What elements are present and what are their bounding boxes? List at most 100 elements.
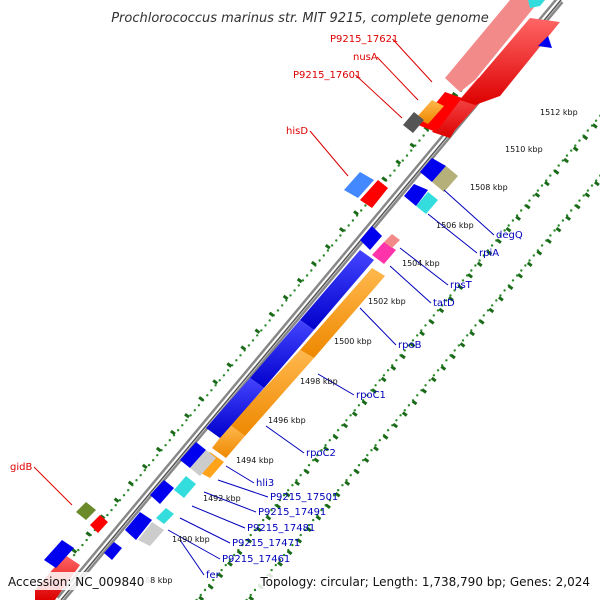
gene-rpoC1-blue[interactable] xyxy=(250,320,314,388)
gc-dot xyxy=(411,339,415,342)
gene-p9215-17501-blue[interactable] xyxy=(150,480,174,504)
gene-upper-right-cyan[interactable] xyxy=(528,0,545,8)
tick-dash xyxy=(296,538,303,544)
gene-label-tatd[interactable]: tatD xyxy=(433,298,455,309)
gene-p9215-17481-blue[interactable] xyxy=(125,512,152,540)
gene-label-rpst[interactable]: rpsT xyxy=(450,280,473,291)
gc-dot xyxy=(81,543,84,547)
tick-dash xyxy=(497,296,504,302)
gc-dot xyxy=(197,404,201,407)
gene-fer-blue[interactable] xyxy=(104,542,122,560)
gene-label-p9215-17471[interactable]: P9215_17471 xyxy=(232,538,300,549)
tick-dash xyxy=(467,273,474,279)
gene-upper-right-blue[interactable] xyxy=(538,36,552,48)
tick-dash xyxy=(447,296,454,302)
gene-label-degq[interactable]: degQ xyxy=(496,230,523,241)
tick-label: 1508 kbp xyxy=(470,183,508,192)
gc-dot xyxy=(152,459,155,462)
gc-dot xyxy=(578,139,581,142)
forward-cds-track xyxy=(35,0,560,600)
gene-magenta-tatD[interactable] xyxy=(372,242,396,264)
gene-label-p9215-17491[interactable]: P9215_17491 xyxy=(258,507,326,518)
tick-dash xyxy=(409,342,416,348)
leader-line xyxy=(179,517,231,544)
gc-dot xyxy=(578,199,581,202)
gc-dot xyxy=(366,454,369,457)
tick-dash xyxy=(373,446,379,452)
gene-gidB-bar[interactable] xyxy=(90,515,108,533)
tick-dash xyxy=(459,342,466,348)
gene-rpoB-blue[interactable] xyxy=(300,250,374,330)
gc-dot xyxy=(282,494,286,497)
gene-label-p9215-17501[interactable]: P9215_17501 xyxy=(270,492,338,503)
tick-dash xyxy=(574,203,581,210)
gene-hisD-blue-bar[interactable] xyxy=(344,172,374,198)
gene-cyan-rpiA[interactable] xyxy=(416,192,438,214)
gene-label-p9215-17621[interactable]: P9215_17621 xyxy=(330,34,398,45)
gene-forward-upper-bar[interactable] xyxy=(460,18,560,105)
gene-gray-p9215-17601[interactable] xyxy=(403,112,424,133)
gene-cyan-p9215-17491[interactable] xyxy=(174,476,196,498)
gc-dot xyxy=(511,279,515,282)
gene-p9215-17621-bar[interactable] xyxy=(445,0,540,92)
tick-dash xyxy=(268,311,275,317)
gene-dark-green-gidB[interactable] xyxy=(76,502,96,520)
tick-dash xyxy=(286,549,293,556)
tick-dash xyxy=(507,284,514,290)
gc-dot xyxy=(337,489,340,492)
tick-dash xyxy=(486,250,493,256)
gene-lower-blue[interactable] xyxy=(44,540,74,568)
gene-rpoC2-bar[interactable] xyxy=(212,425,245,458)
gc-dot xyxy=(594,119,598,122)
gene-pink-rpsT[interactable] xyxy=(384,234,400,248)
gene-label-hisd[interactable]: hisD xyxy=(286,126,308,137)
gene-label-p9215-17461[interactable]: P9215_17461 xyxy=(222,554,290,565)
gene-label-rpia[interactable]: rpiA xyxy=(479,248,499,259)
gene-label-nusa[interactable]: nusA xyxy=(353,52,378,63)
gc-dot xyxy=(490,244,494,247)
gene-hli3-blue[interactable] xyxy=(180,442,206,468)
gene-degQ-bar[interactable] xyxy=(420,158,446,182)
leader-line xyxy=(399,247,449,286)
tick-dash xyxy=(351,411,358,417)
gc-dot xyxy=(441,304,444,307)
gc-dot xyxy=(228,558,232,562)
leader-line xyxy=(389,265,432,304)
gc-dot xyxy=(307,464,311,467)
gene-label-rpoc1[interactable]: rpoC1 xyxy=(356,390,386,401)
gene-label-rpob[interactable]: rpoB xyxy=(398,340,422,351)
gc-dot xyxy=(110,508,113,512)
gc-dot xyxy=(341,484,344,487)
gene-gray-hli3[interactable] xyxy=(190,450,216,476)
gc-dot xyxy=(156,454,159,457)
gc-dot xyxy=(428,379,431,382)
gc-dot xyxy=(536,189,540,192)
tick-dash xyxy=(428,319,435,325)
gene-rpoC1-bar[interactable] xyxy=(230,350,314,436)
gene-label-fer[interactable]: fer xyxy=(206,570,221,581)
gene-label-hli3[interactable]: hli3 xyxy=(256,478,274,489)
gene-rpoC2-blue[interactable] xyxy=(206,378,264,438)
leader-line xyxy=(317,373,355,396)
gc-dot xyxy=(268,319,271,322)
tick-dash xyxy=(303,469,310,475)
gene-olive-degQ[interactable] xyxy=(432,166,458,192)
gc-dot xyxy=(147,464,151,467)
gene-label-p9215-17481[interactable]: P9215_17481 xyxy=(247,523,315,534)
gene-cyan-p9215-17471[interactable] xyxy=(156,508,174,524)
gc-dot xyxy=(403,349,406,352)
gene-hisD-bar[interactable] xyxy=(360,180,388,208)
gc-dot xyxy=(370,449,373,452)
map-title: Prochlorococcus marinus str. MIT 9215, c… xyxy=(111,11,489,26)
gene-nusA-orange[interactable] xyxy=(416,100,444,124)
gene-rpsT-bar[interactable] xyxy=(360,226,382,250)
tick-dash xyxy=(227,561,233,567)
gc-dot xyxy=(353,409,356,412)
gc-dot xyxy=(553,229,556,232)
gene-gray-p9215-17461[interactable] xyxy=(138,522,164,546)
gene-label-p9215-17601[interactable]: P9215_17601 xyxy=(293,70,361,81)
gene-label-gidb[interactable]: gidB xyxy=(10,462,32,473)
gene-rpoB-bar[interactable] xyxy=(300,268,385,358)
gene-label-rpoc2[interactable]: rpoC2 xyxy=(306,448,336,459)
gene-rpiA-bar[interactable] xyxy=(404,184,428,206)
